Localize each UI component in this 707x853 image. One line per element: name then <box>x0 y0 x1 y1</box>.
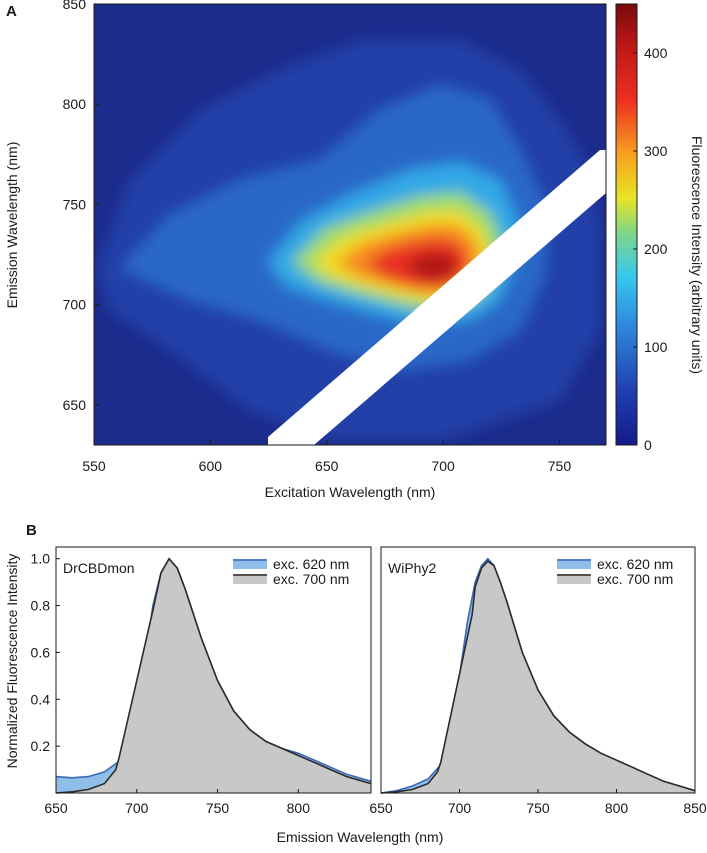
x-tick-label: 700 <box>431 458 455 474</box>
series-line-exc-700 <box>55 557 372 794</box>
y-tick-label: 800 <box>63 96 87 112</box>
y-tick-label: 650 <box>63 397 87 413</box>
panel-b: B Normalized Fluorescence Intensity Emis… <box>4 522 707 845</box>
colorbar-tick-label: 300 <box>644 143 668 159</box>
legend-swatch <box>233 559 267 569</box>
colorbar-ticks: 0 100 200 300 400 <box>633 45 668 453</box>
colorbar <box>615 3 638 446</box>
x-tick-label: 800 <box>287 800 311 816</box>
y-tick-label: 0.6 <box>31 644 51 660</box>
panel-b-label: B <box>26 522 37 539</box>
y-tick-label: 0.2 <box>31 738 51 754</box>
panel-a-label: A <box>6 3 17 20</box>
y-tick-label: 0.4 <box>31 691 51 707</box>
colorbar-tick-label: 200 <box>644 241 668 257</box>
legend-swatch <box>233 574 267 584</box>
scatter-mask-band <box>268 150 606 445</box>
heatmap-contours <box>96 40 600 440</box>
x-tick-label: 800 <box>605 800 629 816</box>
legend-entry: exc. 620 nm <box>597 556 673 572</box>
heatmap-frame <box>93 3 607 446</box>
x-tick-label: 650 <box>44 800 68 816</box>
panel-a: A 550 600 650 700 750 650 700 750 800 850 Excita… <box>4 0 705 500</box>
panel-b-x-axis-label: Emission Wavelength (nm) <box>277 829 444 845</box>
y-tick-label: 700 <box>63 297 87 313</box>
colorbar-tick-label: 400 <box>644 45 668 61</box>
colorbar-tick-label: 100 <box>644 339 668 355</box>
sample-label: WiPhy2 <box>388 560 436 576</box>
series-line-exc-700 <box>380 560 696 794</box>
x-tick-label: 750 <box>206 800 230 816</box>
y-tick-label: 850 <box>63 0 87 12</box>
x-tick-label: 850 <box>683 800 707 816</box>
heatmap-y-ticks: 650 700 750 800 850 <box>63 0 99 413</box>
x-tick-label: 550 <box>82 458 106 474</box>
plot-frame <box>55 546 372 794</box>
x-tick-label: 650 <box>315 458 339 474</box>
heatmap-x-ticks: 550 600 650 700 750 <box>82 440 571 474</box>
legend-swatch <box>557 574 591 584</box>
y-tick-label: 750 <box>63 196 87 212</box>
legend-entry: exc. 700 nm <box>597 571 673 587</box>
x-tick-label: 750 <box>526 800 550 816</box>
legend-entry: exc. 620 nm <box>273 556 349 572</box>
heatmap-plot-area <box>94 4 606 445</box>
x-tick-label: 700 <box>125 800 149 816</box>
x-tick-label: 700 <box>448 800 472 816</box>
heatmap-y-axis-label: Emission Wavelength (nm) <box>4 142 20 309</box>
y-tick-label: 0.8 <box>31 598 51 614</box>
heatmap-x-axis-label: Excitation Wavelength (nm) <box>265 484 436 500</box>
colorbar-label: Fluorescence Intensity (arbitrary units) <box>689 136 705 374</box>
series-area-exc-700 <box>381 561 695 793</box>
x-tick-label: 750 <box>548 458 572 474</box>
x-tick-label: 600 <box>199 458 223 474</box>
contour-level-8 <box>405 253 458 280</box>
x-tick-label: 650 <box>369 800 393 816</box>
colorbar-tick-label: 0 <box>644 437 652 453</box>
spectrum-plot-drcbdmon: 650 700 750 800 0.2 0.4 0.6 0.8 1.0 DrCBDmon exc. … <box>31 546 372 816</box>
sample-label: DrCBDmon <box>63 560 135 576</box>
panel-b-y-axis-label: Normalized Fluorescence Intensity <box>4 554 20 769</box>
legend-entry: exc. 700 nm <box>273 571 349 587</box>
legend-swatch <box>557 559 591 569</box>
series-area-exc-700 <box>56 558 371 793</box>
y-tick-label: 1.0 <box>31 551 51 567</box>
